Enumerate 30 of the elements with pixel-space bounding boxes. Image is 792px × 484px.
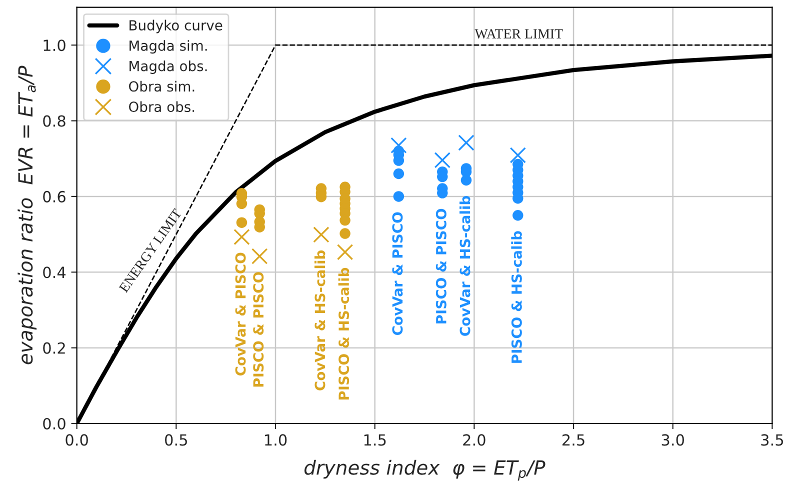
x-tick-label: 3.0 bbox=[662, 434, 684, 446]
annotation: CovVar & HS-calib bbox=[460, 196, 470, 336]
x-axis-title: dryness index φ = ET$_{p}$/P bbox=[304, 460, 546, 481]
y-tick-label: 0.2 bbox=[43, 342, 65, 354]
y-tick-label: 1.0 bbox=[44, 40, 66, 52]
annotation: PISCO & HS-calib bbox=[338, 268, 350, 400]
y-tick-label: 0.6 bbox=[43, 190, 66, 202]
x-tick-label: 0.0 bbox=[66, 434, 88, 446]
x-tick-label: 1.5 bbox=[364, 434, 386, 446]
annotation: CovVar & HS-calib bbox=[314, 250, 326, 390]
legend-label: Budyko curve bbox=[130, 20, 222, 34]
x-tick-label: 1.0 bbox=[265, 434, 287, 446]
y-tick-label: 0.0 bbox=[43, 418, 66, 430]
legend-label: Magda sim. bbox=[130, 40, 207, 54]
annotation: PISCO & PISCO bbox=[436, 208, 446, 324]
legend-label: Obra obs. bbox=[128, 101, 194, 112]
legend-label: Obra sim. bbox=[128, 80, 194, 92]
annotation: WATER LIMIT bbox=[474, 29, 563, 39]
annotation: PISCO & PISCO bbox=[253, 272, 264, 387]
y-tick-label: 0.8 bbox=[43, 115, 66, 127]
x-tick-label: 2.0 bbox=[463, 434, 486, 446]
annotation: PISCO & HS-calib bbox=[511, 231, 522, 363]
annotation: CovVar & PISCO bbox=[235, 252, 246, 376]
legend-label: Magda obs. bbox=[130, 60, 207, 74]
y-axis-title: evaporation ratio EVR = ET$_{a}$/P bbox=[18, 66, 37, 364]
annotation: CovVar & PISCO bbox=[392, 212, 403, 336]
x-tick-label: 2.5 bbox=[562, 434, 584, 446]
y-tick-label: 0.4 bbox=[43, 266, 66, 278]
x-tick-label: 3.5 bbox=[761, 434, 784, 446]
x-tick-label: 0.5 bbox=[165, 434, 187, 446]
